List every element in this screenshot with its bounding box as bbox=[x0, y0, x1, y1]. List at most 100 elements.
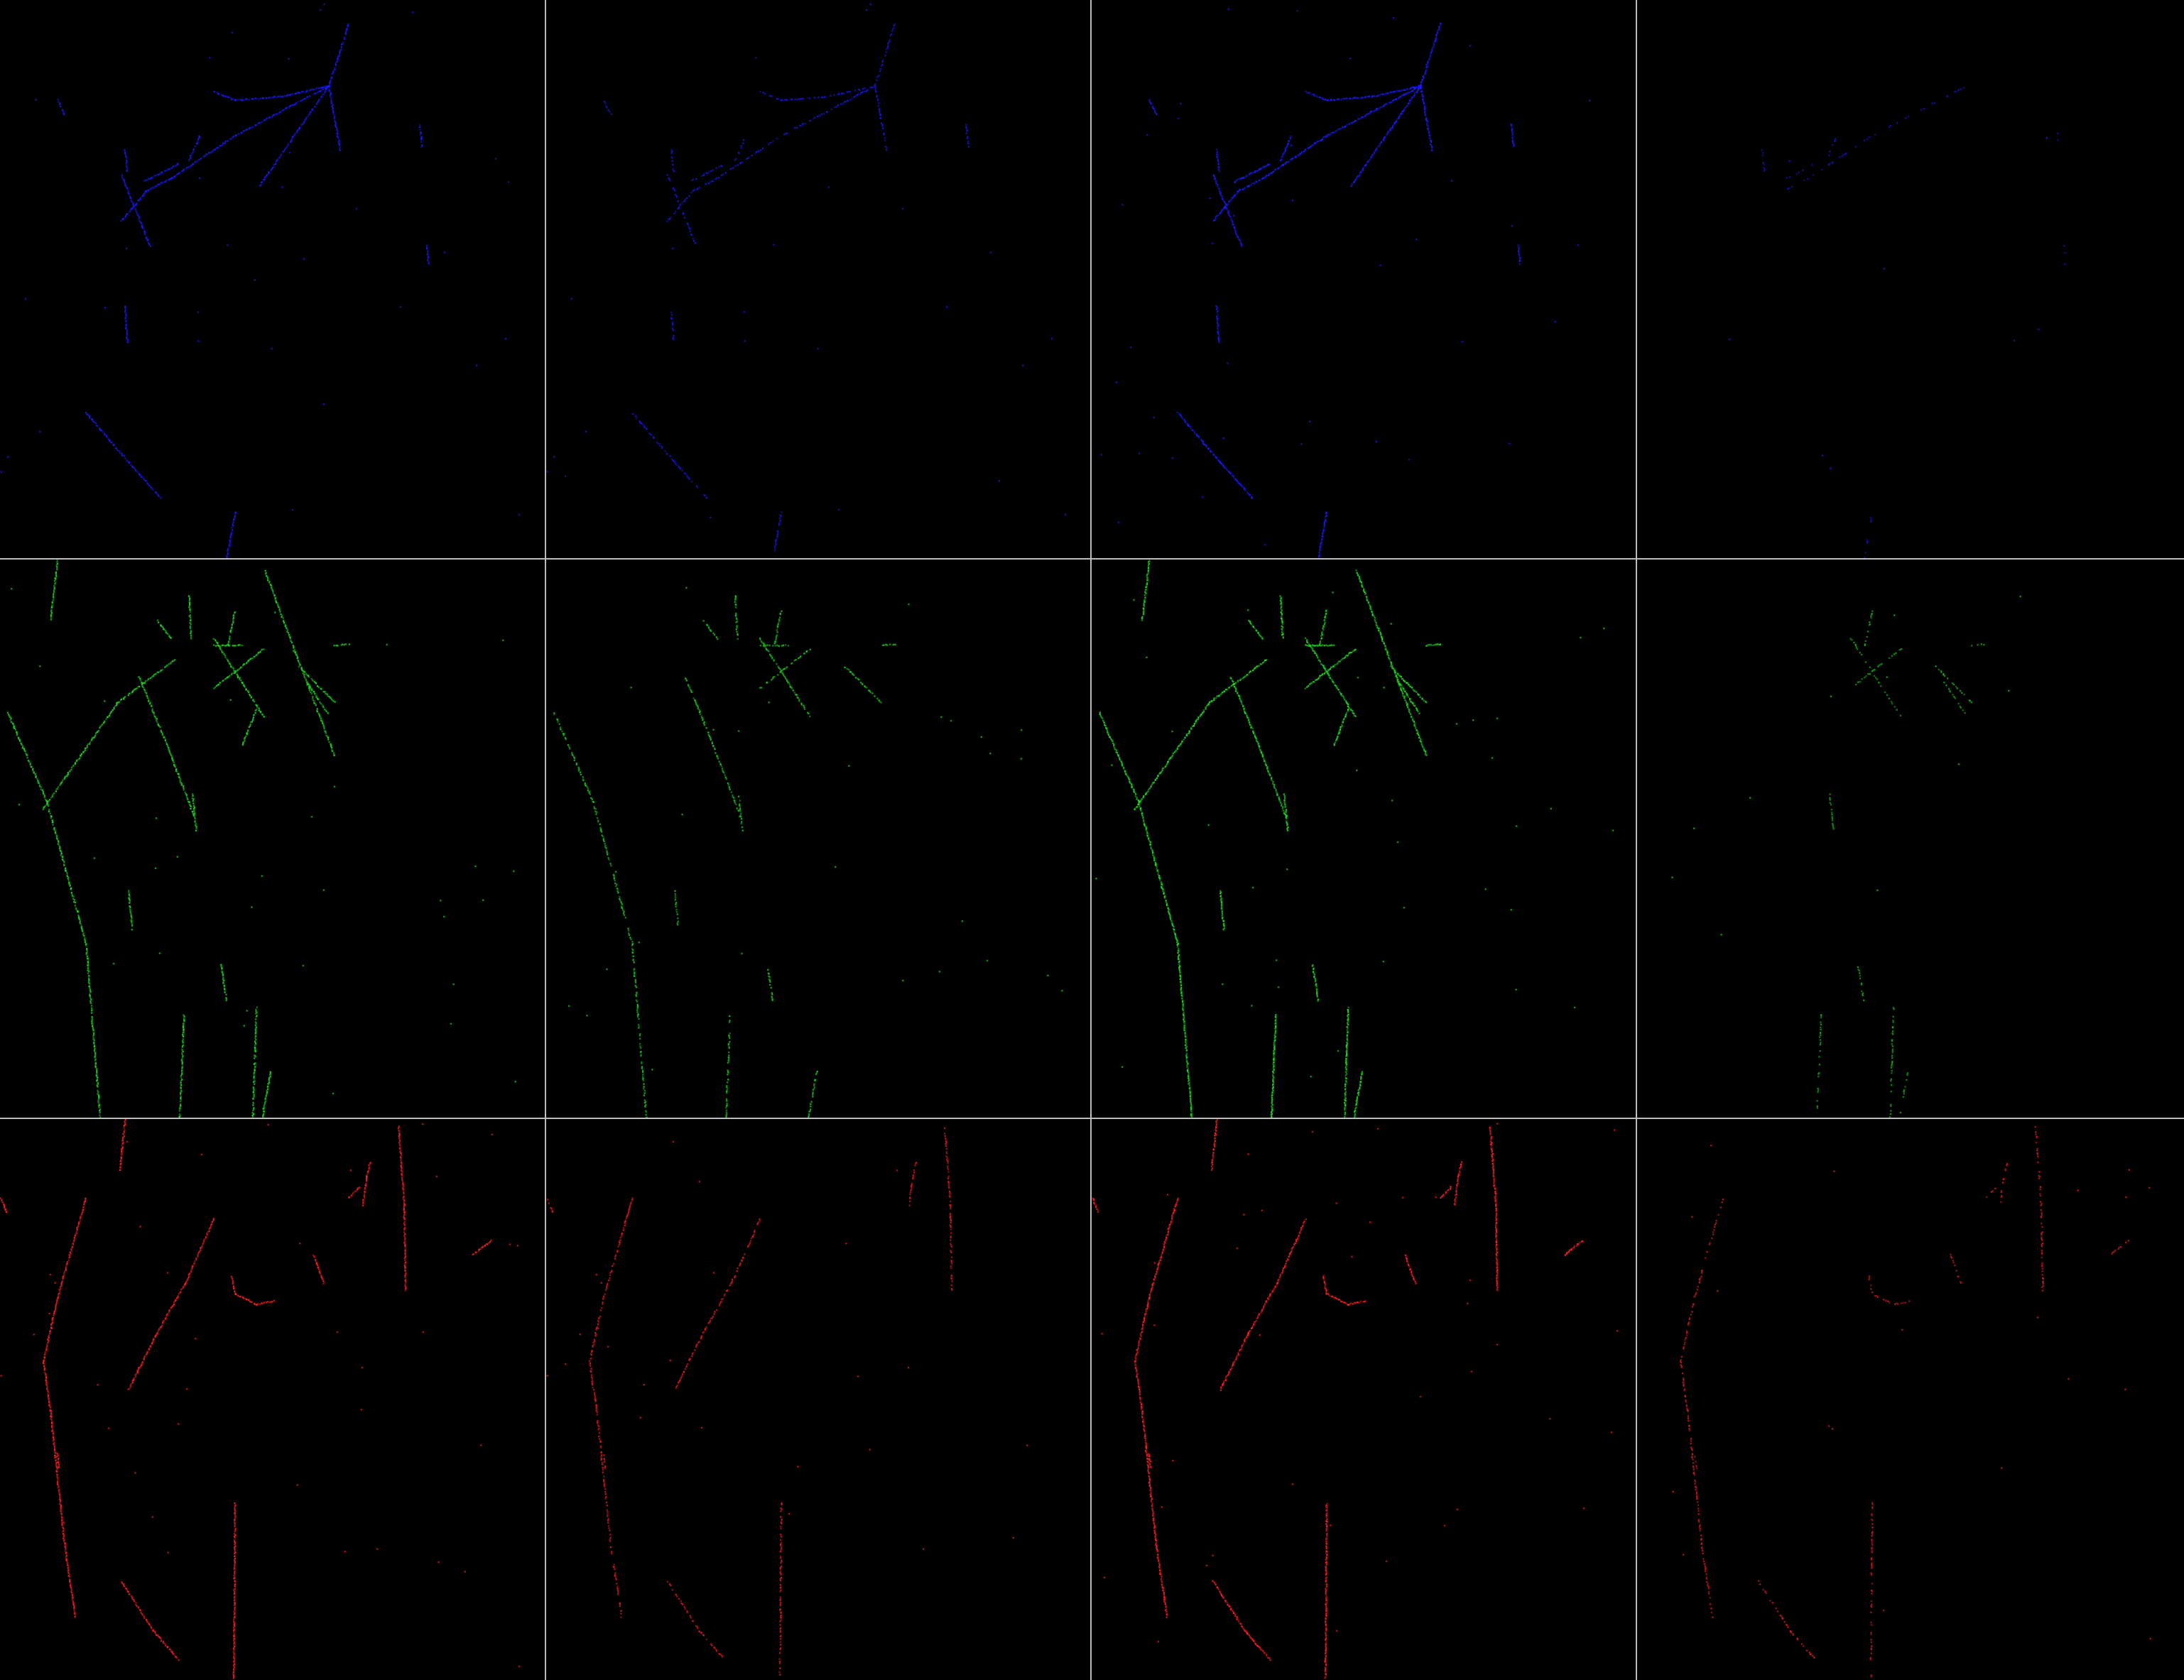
hit bbox=[1428, 643, 1430, 646]
hit bbox=[600, 831, 603, 833]
hit bbox=[1222, 920, 1225, 922]
hit bbox=[57, 786, 60, 788]
hit bbox=[646, 428, 648, 430]
hit bbox=[1317, 645, 1319, 647]
hit bbox=[278, 156, 281, 158]
hit bbox=[1907, 116, 1909, 118]
hit bbox=[1183, 738, 1185, 741]
hit bbox=[1353, 180, 1356, 182]
hit bbox=[314, 92, 316, 94]
hit bbox=[153, 711, 155, 714]
hit bbox=[697, 486, 699, 489]
hit bbox=[26, 753, 28, 756]
hit bbox=[564, 736, 567, 739]
hit bbox=[1240, 700, 1242, 702]
hit bbox=[1496, 717, 1499, 719]
hit bbox=[1148, 101, 1151, 103]
hit bbox=[1360, 170, 1362, 173]
hit bbox=[670, 156, 673, 158]
hit bbox=[1217, 157, 1219, 159]
hit bbox=[1345, 97, 1347, 99]
hit bbox=[426, 246, 428, 249]
hit bbox=[227, 641, 230, 643]
hit bbox=[192, 793, 194, 795]
hit bbox=[587, 787, 590, 790]
hit bbox=[92, 1038, 94, 1041]
hit bbox=[268, 170, 271, 173]
hit bbox=[186, 797, 188, 800]
hit bbox=[174, 175, 176, 178]
hit bbox=[966, 129, 968, 131]
hit bbox=[1286, 822, 1288, 824]
hit bbox=[1415, 86, 1417, 89]
hit bbox=[1235, 479, 1237, 481]
hit bbox=[1245, 175, 1247, 178]
hit bbox=[1167, 907, 1169, 910]
hit bbox=[296, 130, 299, 132]
hit bbox=[866, 89, 869, 91]
hit bbox=[124, 149, 126, 151]
hit bbox=[329, 80, 332, 82]
hit bbox=[1762, 162, 1764, 164]
hit bbox=[337, 645, 339, 647]
hit bbox=[502, 639, 504, 641]
hit bbox=[182, 1055, 184, 1057]
hit bbox=[272, 114, 274, 116]
hit bbox=[75, 762, 77, 764]
hit bbox=[1311, 648, 1314, 650]
hit bbox=[803, 653, 805, 655]
hit bbox=[264, 569, 266, 572]
hit bbox=[161, 181, 163, 184]
hit bbox=[259, 97, 261, 99]
hit bbox=[1379, 264, 1381, 266]
hit bbox=[90, 1007, 93, 1009]
hit bbox=[736, 626, 738, 628]
hit bbox=[237, 669, 239, 671]
hit bbox=[1186, 1062, 1188, 1064]
hit bbox=[1337, 662, 1339, 664]
hit bbox=[865, 9, 868, 11]
hit bbox=[1346, 1026, 1348, 1028]
hit bbox=[727, 1088, 729, 1090]
hit bbox=[93, 421, 96, 423]
hit bbox=[69, 884, 71, 886]
hit bbox=[1360, 1078, 1362, 1080]
hit bbox=[179, 1108, 181, 1110]
hit bbox=[582, 776, 584, 778]
hit bbox=[643, 1094, 645, 1096]
hit bbox=[703, 721, 705, 724]
hit bbox=[94, 1063, 97, 1065]
hit bbox=[1255, 630, 1258, 632]
hit bbox=[709, 629, 711, 631]
hit bbox=[24, 298, 27, 300]
hit bbox=[886, 47, 889, 50]
hit bbox=[129, 910, 131, 912]
hit bbox=[330, 697, 332, 699]
hit bbox=[1187, 1063, 1189, 1065]
hit bbox=[1283, 795, 1286, 797]
hit bbox=[1284, 149, 1287, 151]
noise-hits bbox=[1729, 137, 2048, 469]
hit bbox=[1143, 599, 1146, 601]
hit bbox=[1339, 691, 1341, 693]
hit bbox=[38, 784, 41, 786]
hit bbox=[171, 756, 173, 758]
track-hits bbox=[328, 23, 349, 87]
hit bbox=[229, 540, 231, 542]
hit bbox=[1344, 1074, 1347, 1076]
hit bbox=[1786, 177, 1788, 179]
hit bbox=[335, 126, 337, 128]
hit bbox=[1386, 651, 1389, 653]
hit bbox=[776, 629, 778, 631]
hit bbox=[1274, 1032, 1276, 1035]
hit bbox=[145, 179, 147, 181]
hit bbox=[1271, 1110, 1273, 1112]
hit bbox=[1388, 658, 1390, 660]
hit bbox=[599, 827, 602, 829]
hit bbox=[317, 101, 320, 103]
hit bbox=[1332, 644, 1335, 646]
hit bbox=[1184, 420, 1186, 422]
hit bbox=[876, 98, 879, 100]
hit bbox=[1099, 715, 1102, 717]
hit bbox=[711, 742, 714, 745]
